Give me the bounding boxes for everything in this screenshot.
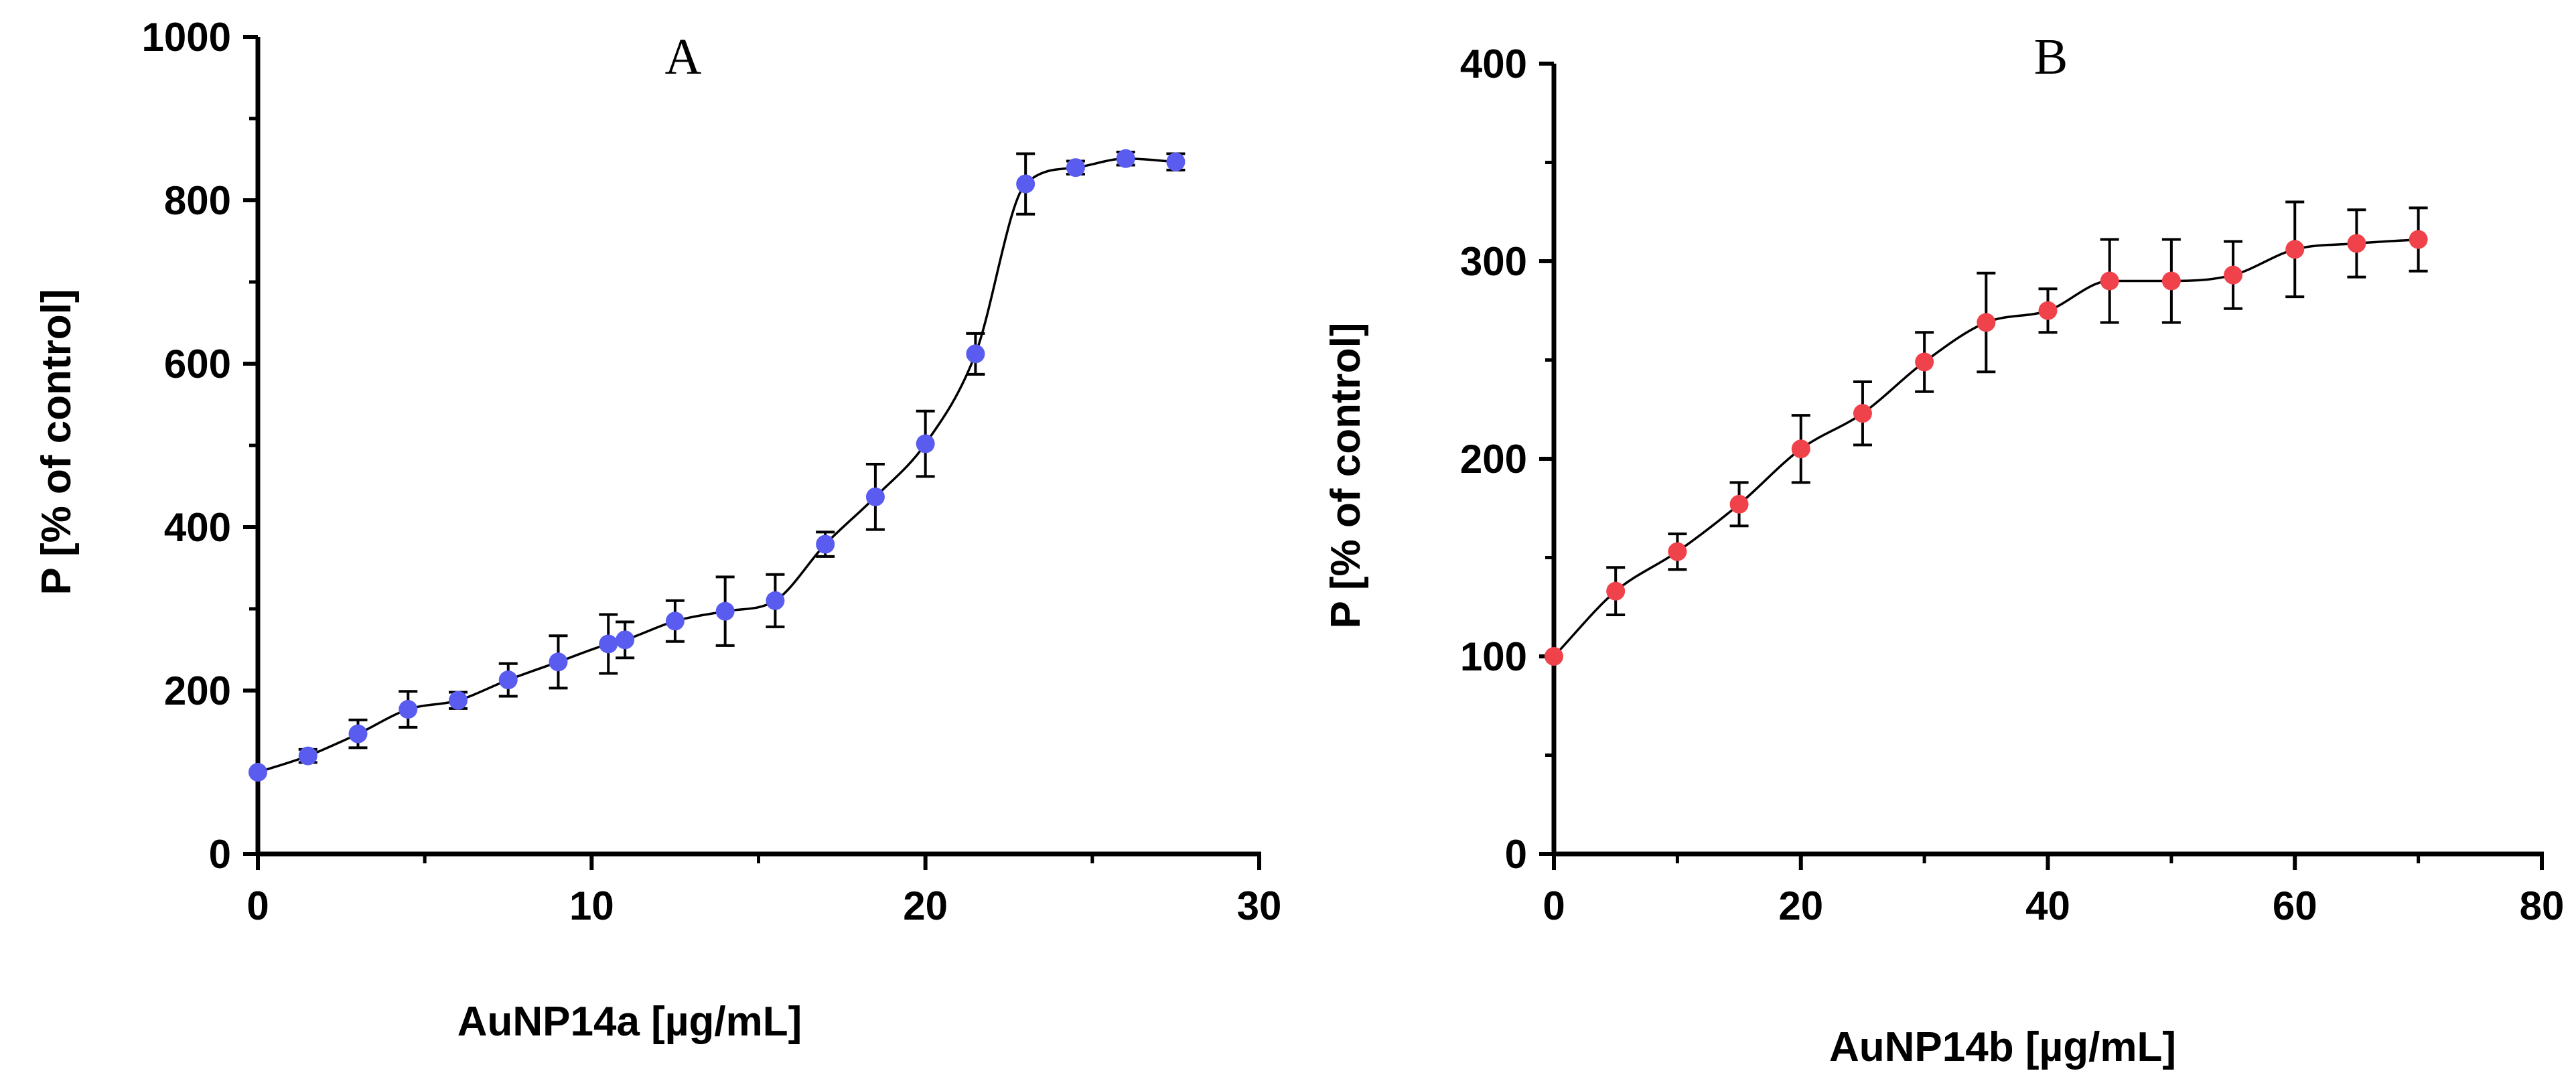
panel-a-y-tick-label: 400 (164, 505, 231, 550)
panel-a-data-point (865, 487, 885, 506)
panel-a-y-tick-label: 800 (164, 178, 231, 223)
panel-a-x-axis-title: AuNP14a [µg/mL] (457, 999, 802, 1045)
chart-panel-a: A AuNP14a [µg/mL] P [% of control] 02004… (33, 15, 1281, 1045)
panel-b-data-point (1977, 313, 1996, 332)
panel-b-x-tick-label: 60 (2273, 883, 2317, 928)
panel-a-data-point (766, 591, 785, 610)
panel-a-data-point (715, 601, 735, 621)
panel-a-y-tick-label: 0 (209, 832, 231, 877)
panel-a-data-point (248, 763, 267, 782)
panel-b-data-point (1729, 494, 1749, 514)
panel-a-data-point (1066, 158, 1085, 177)
panel-a-y-tick-label: 1000 (142, 15, 231, 60)
panel-b-data-point (2285, 240, 2305, 259)
panel-b-data-point (1606, 581, 1626, 601)
panel-a-data-point (1166, 152, 1186, 171)
panel-a-x-tick-label: 10 (569, 883, 614, 928)
chart-panel-b: B AuNP14b [µg/mL] P [% of control] 0 100 2… (1323, 29, 2564, 1070)
panel-b-x-tick-label: 40 (2025, 883, 2070, 928)
panel-a-data-point (816, 534, 835, 554)
panel-a-data-point (1016, 174, 1035, 194)
panel-b-data-point (2224, 265, 2243, 285)
panel-b-y-tick-label: 300 (1460, 239, 1527, 284)
panel-a-data-point (348, 724, 368, 743)
panel-b-y-tick-label: 0 (1505, 832, 1527, 877)
panel-a-x-tick-label: 20 (903, 883, 948, 928)
panel-a-data-point (498, 670, 518, 690)
panel-a-y-tick-label: 200 (164, 668, 231, 713)
panel-a-data-point (449, 691, 468, 710)
panel-a-y-axis-title: P [% of control] (33, 289, 80, 595)
panel-b-data-point (1791, 439, 1810, 459)
panel-b-data-point (2100, 271, 2119, 291)
panel-b-y-axis-title: P [% of control] (1323, 323, 1369, 629)
panel-a-data-point (599, 634, 618, 654)
panel-b-y-tick-label: 200 (1460, 437, 1527, 482)
panel-b-data-point (2038, 301, 2058, 320)
panel-b-data-point (1668, 542, 1687, 561)
panel-b-data-point (1915, 352, 1934, 372)
panel-a-data-point (549, 652, 568, 672)
panel-b-data-point (1853, 404, 1872, 423)
panel-b-y-tick-label: 400 (1460, 42, 1527, 86)
panel-b-data-point (2347, 234, 2366, 253)
panel-a-data-point (1116, 149, 1135, 168)
panel-b-x-tick-label: 80 (2520, 883, 2565, 928)
panel-a-data-point (298, 746, 317, 766)
panel-b-series-line (1553, 238, 2419, 658)
panel-b-x-axis-title: AuNP14b [µg/mL] (1829, 1024, 2176, 1070)
panel-b-x-tick-label: 0 (1543, 883, 1565, 928)
panel-a-series-line (257, 157, 1176, 774)
panel-a-x-tick-label: 0 (246, 883, 269, 928)
panel-b-y-tick-label: 100 (1460, 634, 1527, 679)
panel-a-data-point (665, 612, 685, 631)
panel-b-data-point (2409, 230, 2428, 249)
panel-a-data-point (916, 434, 935, 453)
panel-a-y-tick-label: 600 (164, 342, 231, 386)
panel-a-data-point (399, 700, 418, 719)
panel-a-data-point (616, 630, 635, 650)
panel-b-title: B (2034, 29, 2068, 85)
panel-a-data-point (966, 344, 985, 364)
panel-a-x-tick-label: 30 (1237, 883, 1282, 928)
panel-b-x-tick-label: 20 (1778, 883, 1823, 928)
panel-a-title: A (665, 29, 702, 85)
panel-b-data-point (1545, 647, 1563, 666)
panel-b-data-point (2161, 271, 2181, 291)
